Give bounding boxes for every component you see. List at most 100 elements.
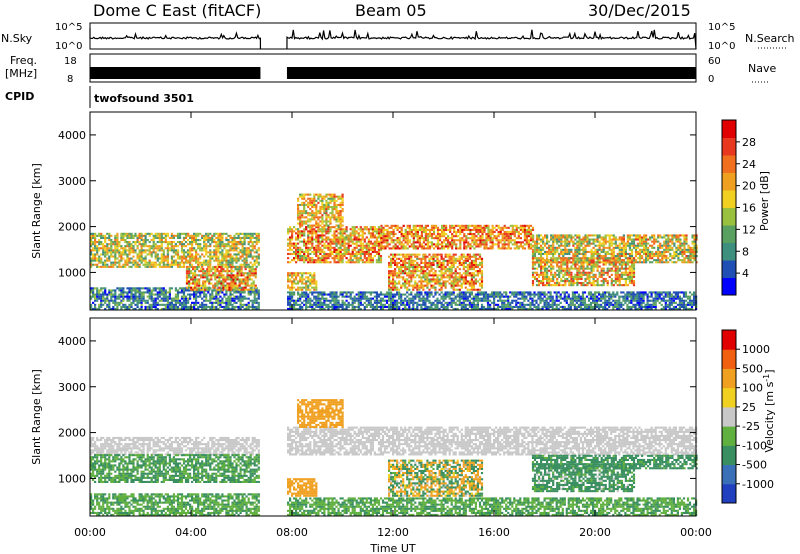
data-cell — [414, 235, 417, 238]
data-cell — [325, 232, 328, 235]
data-cell — [466, 288, 469, 291]
data-cell — [168, 241, 171, 244]
data-cell — [341, 197, 344, 200]
data-cell — [566, 252, 569, 255]
data-cell — [653, 259, 656, 262]
data-cell — [176, 301, 180, 304]
data-cell — [90, 307, 93, 310]
data-cell — [250, 282, 253, 285]
data-cell — [426, 284, 429, 287]
data-cell — [311, 240, 314, 243]
data-cell — [213, 297, 216, 300]
data-cell — [182, 249, 186, 252]
data-cell — [517, 237, 520, 240]
data-cell — [289, 242, 292, 245]
data-cell — [426, 263, 429, 266]
data-cell — [162, 249, 165, 252]
data-cell — [402, 239, 405, 242]
data-cell — [313, 280, 316, 283]
data-cell — [251, 234, 254, 237]
data-cell — [297, 257, 300, 260]
data-cell — [428, 245, 432, 248]
data-cell — [138, 243, 141, 246]
data-cell — [301, 201, 304, 204]
data-cell — [439, 243, 442, 246]
data-cell — [523, 233, 526, 236]
data-cell — [394, 272, 397, 275]
data-cell — [193, 234, 196, 237]
data-cell — [229, 259, 232, 262]
data-cell — [632, 242, 636, 245]
data-cell — [287, 280, 290, 283]
data-cell — [191, 255, 194, 258]
data-cell — [576, 255, 579, 258]
data-cell — [189, 261, 192, 264]
data-cell — [150, 261, 153, 264]
data-cell — [253, 261, 256, 264]
data-cell — [297, 250, 300, 253]
data-cell — [434, 226, 438, 229]
data-cell — [227, 259, 230, 262]
data-cell — [257, 261, 260, 264]
data-cell — [164, 289, 167, 292]
data-cell — [367, 230, 370, 233]
data-cell — [394, 253, 397, 256]
data-cell — [142, 245, 145, 248]
data-cell — [182, 236, 186, 239]
data-cell — [251, 291, 254, 294]
data-cell — [132, 247, 135, 250]
data-cell — [315, 259, 318, 262]
data-cell — [377, 244, 381, 247]
data-cell — [478, 255, 482, 258]
data-cell — [497, 230, 500, 233]
data-cell — [463, 235, 466, 238]
data-cell — [114, 307, 117, 310]
data-cell — [604, 234, 607, 237]
data-cell — [257, 255, 260, 258]
data-cell — [408, 255, 411, 258]
data-cell — [96, 234, 99, 237]
noise-trace — [89, 28, 697, 50]
data-cell — [229, 263, 232, 266]
data-cell — [388, 261, 391, 264]
data-cell — [507, 235, 510, 238]
data-cell — [240, 278, 243, 281]
data-cell — [430, 235, 434, 238]
data-cell — [297, 199, 300, 202]
data-cell — [590, 242, 593, 245]
data-cell — [154, 243, 157, 246]
data-cell — [468, 268, 471, 271]
data-cell — [128, 249, 131, 252]
data-cell — [458, 259, 461, 262]
data-cell — [209, 255, 212, 258]
data-cell — [122, 247, 125, 250]
data-cell — [671, 242, 674, 245]
data-cell — [445, 243, 448, 246]
data-cell — [217, 232, 220, 235]
data-cell — [343, 244, 346, 247]
data-cell — [307, 288, 310, 291]
data-cell — [353, 252, 356, 255]
data-cell — [217, 307, 220, 310]
data-cell — [205, 263, 208, 266]
data-cell — [158, 263, 161, 266]
data-cell — [473, 226, 476, 229]
data-cell — [218, 266, 221, 269]
data-cell — [453, 235, 456, 238]
data-cell — [337, 197, 340, 200]
data-cell — [337, 216, 340, 219]
data-cell — [339, 228, 342, 231]
data-cell — [333, 232, 336, 235]
data-cell — [132, 297, 135, 300]
data-cell — [449, 228, 452, 231]
data-cell — [341, 193, 344, 196]
data-cell — [108, 232, 111, 235]
data-cell — [367, 242, 370, 245]
data-cell — [323, 208, 326, 211]
data-cell — [606, 250, 609, 253]
data-cell — [239, 236, 242, 239]
data-cell — [188, 284, 191, 287]
data-cell — [394, 282, 397, 285]
data-cell — [257, 257, 260, 260]
data-cell — [162, 303, 165, 306]
